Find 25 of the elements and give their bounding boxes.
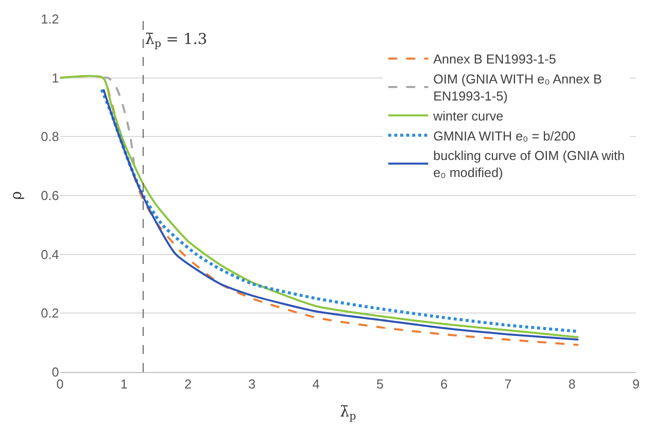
x-tick-label: 8 — [568, 376, 576, 392]
legend-label: Annex B EN1993-1-5 — [433, 52, 556, 67]
x-tick-label: 1 — [120, 376, 128, 392]
x-tick-label: 2 — [184, 376, 192, 392]
legend-label: OIM (GNIA WITH e₀ Annex B EN1993-1-5) — [433, 72, 602, 104]
y-tick-label: 1 — [52, 70, 59, 86]
line-series — [102, 76, 136, 168]
ref-line-label: λ̄$_{p}$ = 1.3 — [145, 30, 208, 50]
y-axis-title: ρ — [7, 190, 26, 200]
legend-label: buckling curve of OIM (GNIA with e₀ modified) — [433, 148, 625, 180]
y-tick-label: 0.4 — [40, 246, 59, 262]
x-axis-title: λ̄$_{p}$ — [340, 402, 356, 423]
y-tick-label: 0 — [52, 364, 59, 380]
x-tick-label: 9 — [632, 376, 640, 392]
x-tick-label: 5 — [376, 376, 384, 392]
y-tick-label: 1.2 — [40, 12, 59, 27]
x-tick-label: 7 — [504, 376, 512, 392]
legend-label: winter curve — [432, 108, 504, 124]
x-tick-label: 3 — [248, 376, 256, 392]
y-tick-label: 0.8 — [40, 129, 59, 144]
x-tick-label: 6 — [440, 376, 448, 392]
legend-label: GMNIA WITH e₀ = b/200 — [433, 128, 576, 144]
y-tick-label: 0.6 — [40, 188, 59, 204]
y-tick-label: 0.2 — [40, 306, 59, 321]
x-tick-label: 4 — [312, 376, 320, 392]
